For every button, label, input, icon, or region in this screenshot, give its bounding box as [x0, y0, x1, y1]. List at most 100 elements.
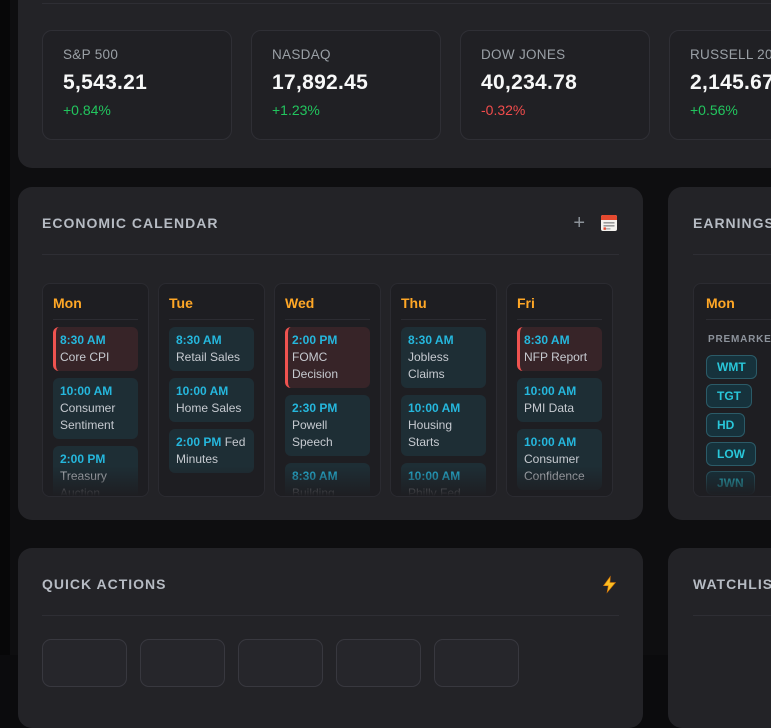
day-divider: [169, 319, 254, 320]
index-value: 40,234.78: [481, 71, 578, 94]
market-overview-panel: S&P 500 5,543.21 +0.84% NASDAQ 17,892.45 +1.2…: [18, 0, 771, 168]
quick-action-button[interactable]: [140, 639, 225, 687]
calendar-event[interactable]: 10:00 AM Consumer Confidence: [517, 429, 602, 490]
quick-action-button[interactable]: [238, 639, 323, 687]
quick-action-button[interactable]: [42, 639, 127, 687]
index-change: -0.32%: [481, 102, 526, 118]
calendar-event[interactable]: 10:00 AM Philly Fed: [401, 463, 486, 497]
day-label: Mon: [706, 295, 735, 311]
section-divider: [42, 615, 619, 616]
calendar-event[interactable]: 10:00 AM Home Sales: [169, 378, 254, 422]
event-time: 10:00 AM: [524, 435, 577, 449]
index-label: S&P 500: [63, 47, 119, 62]
economic-calendar-title: ECONOMIC CALENDAR: [42, 215, 219, 231]
day-label: Fri: [517, 295, 535, 311]
session-label: PREMARKET: [708, 334, 771, 345]
calendar-event[interactable]: 8:30 AM Jobless Claims: [401, 327, 486, 388]
ticker-chip[interactable]: TGT: [706, 384, 752, 408]
event-time: 2:00 PM: [292, 333, 338, 347]
calendar-icon[interactable]: [599, 213, 619, 233]
event-name: Home Sales: [176, 401, 242, 415]
section-divider: [42, 254, 619, 255]
event-name: FOMC Decision: [292, 350, 339, 381]
index-label: DOW JONES: [481, 47, 566, 62]
day-divider: [285, 319, 370, 320]
section-divider: [693, 615, 771, 616]
index-change: +1.23%: [272, 102, 320, 118]
calendar-event[interactable]: 8:30 AM Core CPI: [53, 327, 138, 371]
quick-action-buttons-row: [42, 639, 619, 687]
event-name: Building: [292, 486, 335, 497]
left-edge-strip: [0, 0, 10, 655]
economic-calendar-actions: +: [573, 213, 619, 233]
earnings-header: EARNINGS CALENDAR: [693, 214, 771, 232]
calendar-event[interactable]: 2:00 PM Treasury Auction: [53, 446, 138, 497]
ticker-chip[interactable]: HD: [706, 413, 746, 437]
events-list: 8:30 AM Core CPI 10:00 AM Consumer Sentim…: [53, 327, 138, 497]
event-time: 10:00 AM: [408, 401, 461, 415]
calendar-event[interactable]: 10:00 AM Consumer Sentiment: [53, 378, 138, 439]
quick-action-button[interactable]: [434, 639, 519, 687]
index-value: 5,543.21: [63, 71, 148, 94]
earnings-day-card: Mon PREMARKET WMT TGT HD LOW JWN: [693, 283, 771, 497]
header-divider: [42, 3, 771, 4]
ticker-chip[interactable]: WMT: [706, 355, 757, 379]
event-name: Consumer Confidence: [524, 452, 585, 483]
ticker-chip[interactable]: LOW: [706, 442, 756, 466]
calendar-day-column: Wed 2:00 PM FOMC Decision 2:30 PM Powell S…: [274, 283, 381, 497]
event-time: 2:30 PM: [292, 401, 338, 415]
event-time: 8:30 AM: [524, 333, 570, 347]
calendar-event[interactable]: 8:30 AM NFP Report: [517, 327, 602, 371]
events-list: 8:30 AM Jobless Claims 10:00 AM Housing S…: [401, 327, 486, 497]
index-value: 17,892.45: [272, 71, 369, 94]
index-label: NASDAQ: [272, 47, 331, 62]
calendar-day-column: Fri 8:30 AM NFP Report 10:00 AM PMI Data 10…: [506, 283, 613, 497]
event-name: Treasury Auction: [60, 469, 107, 497]
calendar-event[interactable]: 2:30 PM Powell Speech: [285, 395, 370, 456]
event-name: Philly Fed: [408, 486, 461, 497]
dashboard-content: S&P 500 5,543.21 +0.84% NASDAQ 17,892.45 +1.2…: [10, 0, 771, 728]
event-name: Powell Speech: [292, 418, 333, 449]
event-name: Fed Minutes: [176, 435, 246, 466]
event-time: 10:00 AM: [408, 469, 461, 483]
economic-calendar-header: ECONOMIC CALENDAR +: [42, 213, 619, 233]
calendar-event[interactable]: 2:00 PM Fed Minutes: [169, 429, 254, 473]
quick-action-button[interactable]: [336, 639, 421, 687]
event-time: 8:30 AM: [60, 333, 106, 347]
earnings-days-row: Mon PREMARKET WMT TGT HD LOW JWN: [693, 283, 771, 497]
index-card[interactable]: S&P 500 5,543.21 +0.84%: [42, 30, 232, 140]
index-card[interactable]: RUSSELL 2000 2,145.67 +0.56%: [669, 30, 771, 140]
calendar-event[interactable]: 8:30 AM Retail Sales: [169, 327, 254, 371]
calendar-day-column: Thu 8:30 AM Jobless Claims 10:00 AM Housin…: [390, 283, 497, 497]
event-time: 10:00 AM: [60, 384, 113, 398]
event-name: Core CPI: [60, 350, 110, 364]
earnings-panel: EARNINGS CALENDAR Mon PREMARKET WMT TGT HD LO…: [668, 187, 771, 520]
quick-actions-title: QUICK ACTIONS: [42, 576, 167, 592]
event-time: 8:30 AM: [408, 333, 454, 347]
section-divider: [693, 254, 771, 255]
event-time: 10:00 AM: [176, 384, 229, 398]
calendar-event[interactable]: 10:00 AM Housing Starts: [401, 395, 486, 456]
day-divider: [401, 319, 486, 320]
calendar-event[interactable]: 10:00 AM PMI Data: [517, 378, 602, 422]
ticker-chip[interactable]: JWN: [706, 471, 755, 495]
calendar-event[interactable]: 2:00 PM FOMC Decision: [285, 327, 370, 388]
add-event-button[interactable]: +: [573, 212, 585, 234]
day-label: Mon: [53, 295, 82, 311]
calendar-event[interactable]: 8:30 AM Building: [285, 463, 370, 497]
events-list: 2:00 PM FOMC Decision 2:30 PM Powell Spee…: [285, 327, 370, 497]
event-name: Jobless Claims: [408, 350, 449, 381]
watchlist-header: WATCHLIST: [693, 575, 771, 593]
calendar-days-row: Mon 8:30 AM Core CPI 10:00 AM Consumer Sen…: [42, 283, 619, 497]
event-time: 2:00 PM: [176, 435, 222, 449]
day-divider: [706, 319, 771, 320]
events-list: 8:30 AM NFP Report 10:00 AM PMI Data 10:00…: [517, 327, 602, 490]
index-card[interactable]: DOW JONES 40,234.78 -0.32%: [460, 30, 650, 140]
earnings-title: EARNINGS CALENDAR: [693, 215, 771, 231]
event-name: Consumer Sentiment: [60, 401, 116, 432]
day-divider: [517, 319, 602, 320]
events-list: 8:30 AM Retail Sales 10:00 AM Home Sales 2…: [169, 327, 254, 473]
quick-actions-panel: QUICK ACTIONS: [18, 548, 643, 728]
index-card[interactable]: NASDAQ 17,892.45 +1.23%: [251, 30, 441, 140]
day-label: Thu: [401, 295, 427, 311]
